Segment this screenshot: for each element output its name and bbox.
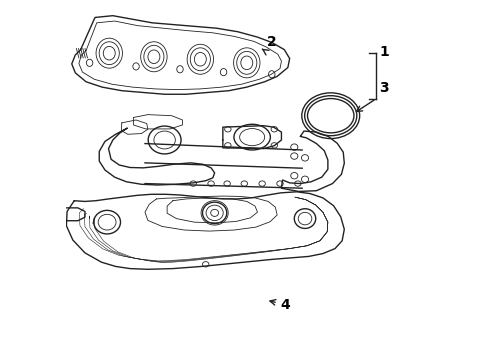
Text: 4: 4 bbox=[281, 298, 291, 312]
Text: 2: 2 bbox=[267, 35, 276, 49]
Text: 1: 1 bbox=[379, 45, 389, 59]
Text: 3: 3 bbox=[379, 81, 389, 95]
